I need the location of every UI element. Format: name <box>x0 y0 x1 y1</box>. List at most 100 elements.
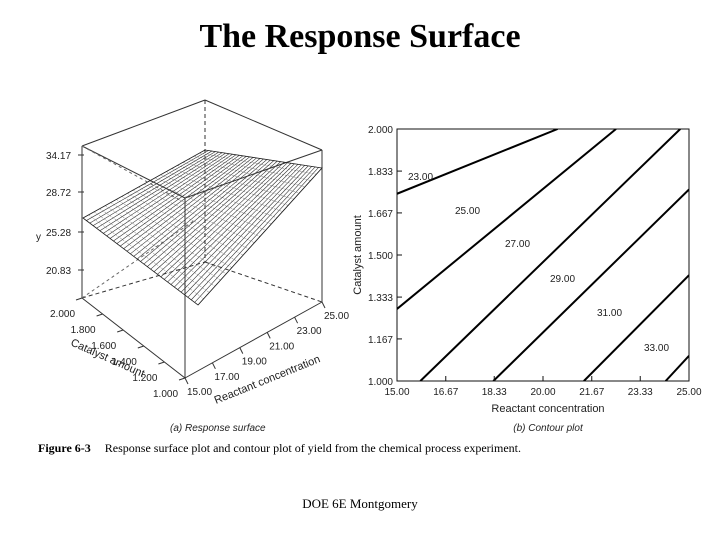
mesh-line <box>133 157 257 257</box>
mesh-line <box>99 208 216 287</box>
contour-line <box>419 129 681 381</box>
x-tick-mark <box>184 377 189 385</box>
contour-line <box>397 129 617 310</box>
mesh-line <box>127 193 244 256</box>
x-tick-mark <box>266 332 271 339</box>
mesh-line <box>188 159 306 187</box>
y-tick-mark <box>178 377 186 381</box>
mesh-line <box>93 211 210 293</box>
x-tick-label: 21.00 <box>269 341 294 352</box>
contour-line <box>664 355 689 381</box>
surface-box <box>81 99 323 379</box>
contour-y-tick-label: 1.333 <box>368 293 393 304</box>
contour-y-ticks: 1.000 1.167 1.333 1.500 1.667 1.833 2.000 <box>368 125 402 388</box>
x-tick-mark <box>239 347 244 354</box>
figure-number: Figure 6-3 <box>38 441 91 455</box>
contour-line <box>397 129 558 195</box>
contour-x-ticks: 15.00 16.67 18.33 20.00 21.67 23.33 25.00 <box>384 376 702 398</box>
mesh-line <box>120 155 244 247</box>
contour-plot: 23.00 25.00 27.00 29.00 31.00 33.00 15.00 16.6… <box>352 125 702 434</box>
mesh-line <box>138 186 255 243</box>
contour-x-axis-label: Reactant concentration <box>491 403 604 415</box>
surface-mesh <box>82 149 323 306</box>
mesh-line <box>123 156 247 249</box>
y-tick-label: 1.800 <box>71 325 96 336</box>
contour-label: 31.00 <box>597 308 622 319</box>
mesh-line <box>88 214 204 299</box>
y-tick-label: 1.000 <box>153 389 178 400</box>
mesh-line <box>182 162 300 194</box>
contour-x-tick-label: 18.33 <box>482 387 507 398</box>
mesh-line <box>166 171 283 212</box>
contour-x-tick-label: 25.00 <box>676 387 701 398</box>
mesh-line <box>177 165 294 200</box>
mesh-line <box>171 168 289 206</box>
contour-label: 23.00 <box>408 172 433 183</box>
contour-panel-label: (b) Contour plot <box>513 423 584 434</box>
contour-y-tick-label: 1.500 <box>368 251 393 262</box>
mesh-line <box>136 158 261 260</box>
mesh-line <box>174 164 299 288</box>
contour-y-tick-label: 1.167 <box>368 335 393 346</box>
y-tick-label: 1.600 <box>91 341 116 352</box>
figure-caption-text: Response surface plot and contour plot o… <box>104 441 521 455</box>
mesh-line <box>105 205 221 281</box>
contour-y-tick-label: 1.667 <box>368 209 393 220</box>
x-tick-mark <box>294 316 299 324</box>
y-tick-mark <box>75 297 83 301</box>
y-tick-mark <box>137 345 144 349</box>
y-tick-label: 1.400 <box>112 357 137 368</box>
contour-line <box>583 274 689 381</box>
y-tick-mark <box>158 361 165 365</box>
contour-line <box>492 188 689 381</box>
y-tick-mark <box>96 313 103 317</box>
mesh-outline <box>82 149 323 306</box>
z-tick-label: 28.72 <box>46 188 71 199</box>
x-tick-label: 17.00 <box>214 372 239 383</box>
mesh-line <box>149 180 266 231</box>
mesh-line <box>187 166 312 298</box>
mesh-line <box>193 155 311 181</box>
mesh-line <box>106 153 230 237</box>
contour-lines <box>397 129 689 381</box>
mesh-line <box>143 183 261 237</box>
z-tick-label: 20.83 <box>46 266 71 277</box>
z-tick-label: 34.17 <box>46 151 71 162</box>
mesh-line <box>177 164 302 290</box>
contour-y-axis-label: Catalyst amount <box>352 215 364 294</box>
surface-y-ticks: 2.000 1.800 1.600 1.400 1.200 1.000 <box>50 297 186 400</box>
x-tick-label: 25.00 <box>324 311 349 322</box>
mesh-line <box>191 166 316 301</box>
contour-y-tick-label: 1.833 <box>368 167 393 178</box>
mesh-line <box>147 159 271 267</box>
contour-label: 27.00 <box>505 239 530 250</box>
mesh-line <box>132 190 249 250</box>
mesh-line <box>121 196 238 262</box>
surface-panel-label: (a) Response surface <box>170 423 266 434</box>
x-tick-label: 15.00 <box>187 387 212 398</box>
mesh-line <box>160 161 285 278</box>
x-tick-label: 23.00 <box>297 326 322 337</box>
y-tick-label: 2.000 <box>50 309 75 320</box>
contour-x-tick-label: 16.67 <box>433 387 458 398</box>
contour-x-tick-label: 21.67 <box>579 387 604 398</box>
contour-y-tick-label: 1.000 <box>368 377 393 388</box>
contour-label: 33.00 <box>644 343 669 354</box>
figure-caption: Figure 6-3 Response surface plot and cont… <box>38 441 521 456</box>
mesh-line <box>110 202 227 275</box>
mesh-line <box>116 199 232 268</box>
contour-x-tick-label: 23.33 <box>628 387 653 398</box>
contour-label: 29.00 <box>550 274 575 285</box>
slide-footer: DOE 6E Montgomery <box>302 496 418 511</box>
contour-x-tick-label: 15.00 <box>384 387 409 398</box>
slide-title: The Response Surface <box>199 18 521 55</box>
contour-y-tick-label: 2.000 <box>368 125 393 136</box>
y-tick-mark <box>117 329 124 333</box>
mesh-line <box>109 153 233 239</box>
z-tick-label: 25.28 <box>46 228 71 239</box>
x-tick-label: 19.00 <box>242 357 267 368</box>
surface-z-label: y <box>36 232 41 243</box>
response-surface-plot: 20.83 25.28 28.72 34.17 2.000 1.800 1.600 1.40… <box>36 99 349 434</box>
